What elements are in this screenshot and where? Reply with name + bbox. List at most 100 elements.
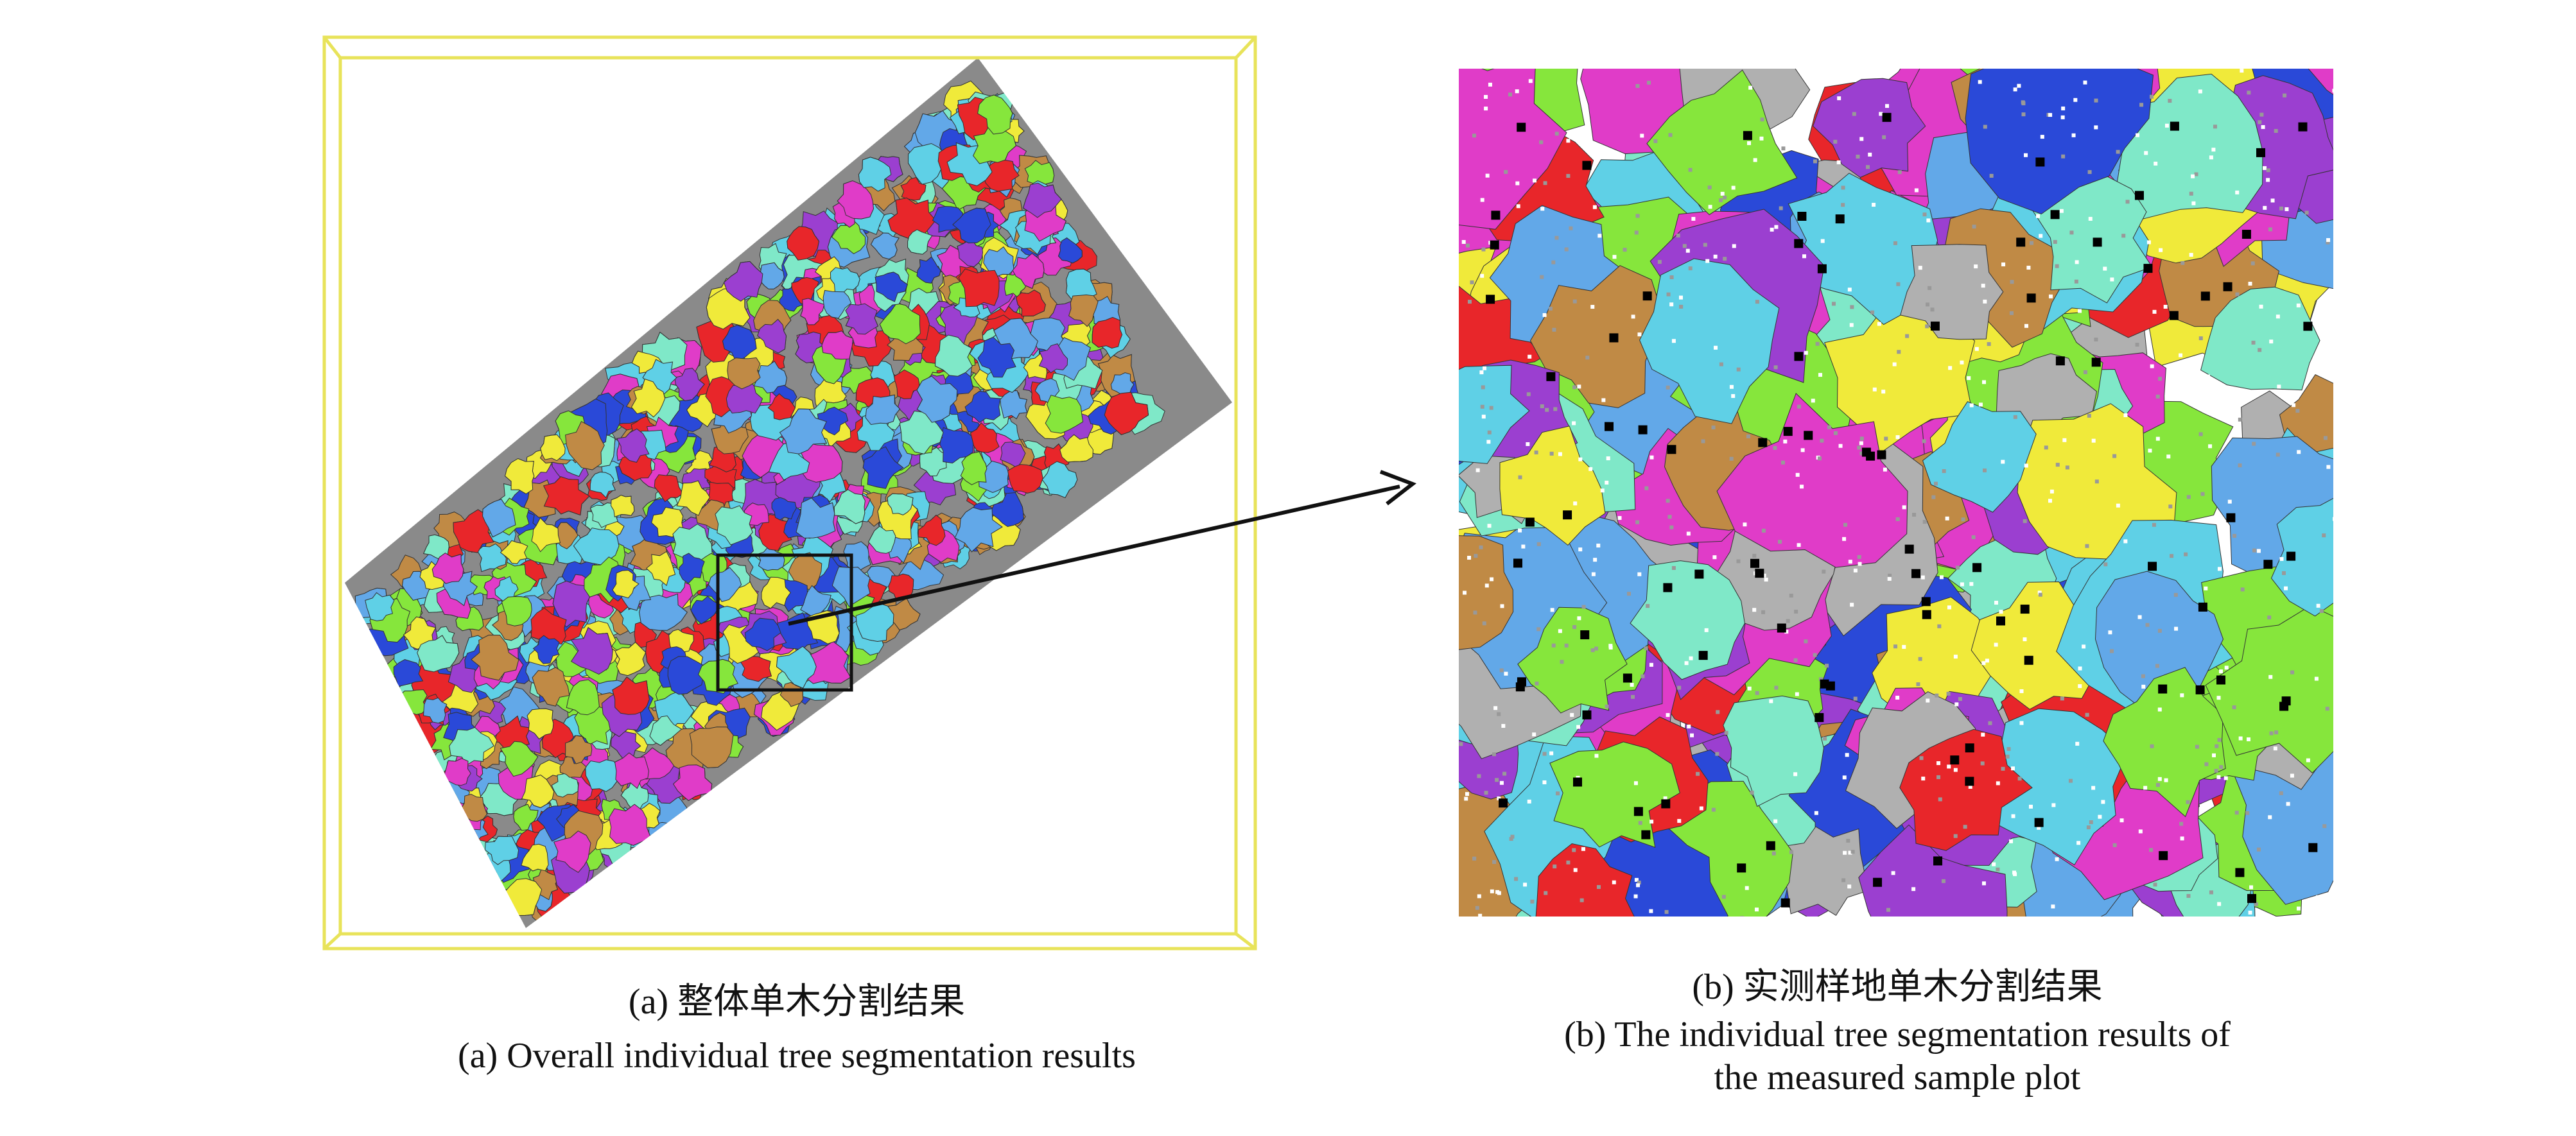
tree-position (1877, 450, 1886, 460)
noise-point (1477, 774, 1481, 779)
crown (1639, 258, 1780, 424)
noise-point (1996, 867, 2000, 872)
crown (870, 232, 900, 260)
crown (540, 434, 566, 461)
crown (689, 727, 734, 768)
noise-point (1800, 485, 1804, 489)
noise-point (1850, 305, 1854, 309)
noise-point (2252, 442, 2256, 446)
noise-point (1850, 603, 1854, 607)
noise-point (1677, 819, 1682, 823)
noise-point (1703, 243, 1707, 247)
crown (612, 676, 650, 715)
tree-position (1820, 679, 1829, 689)
noise-point (2251, 340, 2256, 345)
noise-point (1521, 544, 1526, 549)
tree-position (1737, 863, 1746, 873)
noise-point (1484, 791, 1488, 795)
noise-point (1573, 501, 1578, 506)
noise-point (2224, 666, 2229, 670)
crown (2031, 175, 2153, 304)
noise-point (2186, 893, 2191, 898)
noise-point (2254, 902, 2258, 906)
noise-point (1499, 780, 1504, 785)
crown (779, 408, 828, 454)
crown (570, 627, 613, 675)
noise-point (1716, 710, 1720, 714)
noise-point (1536, 627, 1541, 632)
crown (521, 843, 549, 872)
noise-point (2281, 571, 2286, 575)
noise-point (1677, 685, 1682, 690)
crown (919, 447, 948, 477)
crown (757, 318, 787, 354)
tree-position (1922, 610, 1931, 619)
crown (800, 298, 825, 325)
crown (887, 493, 914, 515)
noise-point (1926, 302, 1930, 307)
crown (831, 220, 866, 254)
noise-point (2157, 777, 2162, 781)
noise-point (2017, 83, 2021, 88)
crown (1630, 560, 1745, 680)
crown (393, 659, 424, 687)
noise-point (1472, 133, 1476, 138)
tree-position (2055, 356, 2065, 366)
noise-point (1482, 621, 1486, 626)
noise-point (2268, 675, 2273, 679)
tree-position (2298, 122, 2308, 132)
crown (900, 176, 927, 201)
noise-point (1688, 168, 1693, 172)
noise-point (1480, 404, 1484, 409)
noise-point (1793, 658, 1798, 662)
crown (771, 497, 797, 521)
tree-position (2093, 237, 2102, 247)
noise-point (1669, 275, 1674, 279)
crown (667, 656, 705, 695)
noise-point (1761, 610, 1766, 614)
crown (2200, 286, 2320, 391)
crown (654, 691, 695, 732)
noise-point (1953, 768, 1958, 772)
noise-point (1999, 610, 2003, 614)
noise-point (2292, 403, 2296, 408)
noise-point (1895, 517, 1900, 521)
noise-point (1971, 535, 1976, 540)
noise-point (2279, 206, 2284, 211)
noise-point (2245, 811, 2250, 815)
noise-point (1566, 139, 1571, 143)
crown (867, 526, 896, 554)
noise-point (2200, 492, 2205, 496)
noise-point (1678, 295, 1683, 300)
noise-point (1818, 373, 1823, 377)
noise-point (1814, 811, 1818, 815)
crown (822, 289, 852, 319)
noise-point (1553, 407, 1558, 411)
noise-point (1872, 203, 1876, 207)
noise-point (2295, 409, 2300, 413)
noise-point (1597, 234, 1602, 238)
noise-point (2078, 309, 2082, 313)
noise-point (1720, 191, 1725, 196)
noise-point (1827, 425, 1831, 429)
noise-point (2198, 89, 2202, 94)
noise-point (1740, 916, 1745, 917)
tree-position (2159, 851, 2168, 861)
noise-point (2216, 383, 2220, 388)
noise-point (1475, 906, 1479, 910)
noise-point (2158, 377, 2163, 381)
crown (977, 94, 1013, 135)
noise-point (1753, 158, 1757, 162)
noise-point (1786, 619, 1790, 623)
noise-point (2110, 649, 2114, 653)
tree-position (1499, 798, 1508, 808)
noise-point (1518, 475, 1522, 479)
tree-position (1950, 755, 1960, 765)
noise-point (1635, 214, 1640, 218)
crown (1000, 390, 1028, 420)
noise-point (1532, 732, 1536, 737)
noise-point (1669, 302, 1674, 307)
noise-point (1580, 898, 1584, 902)
tree-position (1490, 240, 1499, 250)
noise-point (2189, 253, 2193, 257)
